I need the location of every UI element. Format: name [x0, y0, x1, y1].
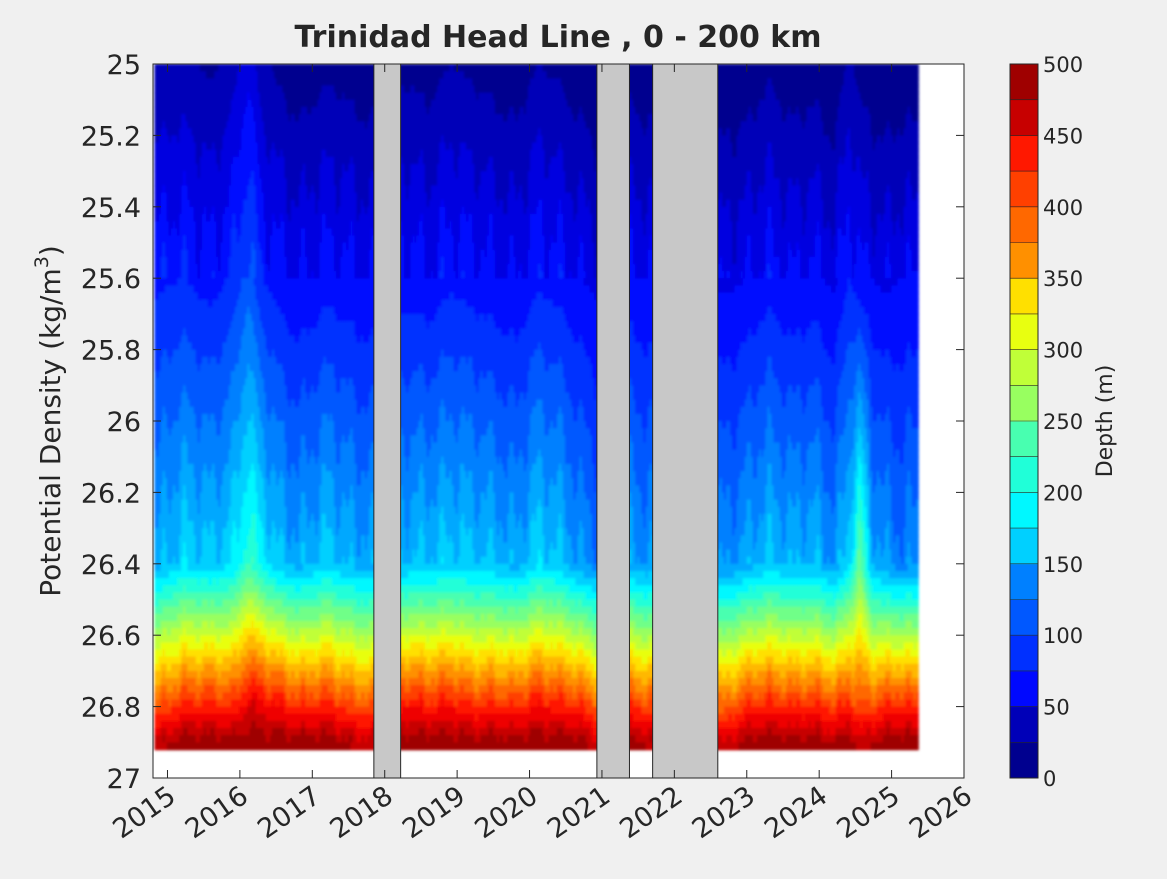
y-axis-label: Potential Density (kg/m3): [31, 245, 67, 597]
colorbar-segment: [1010, 278, 1038, 314]
y-tick-label: 26: [107, 407, 141, 438]
colorbar-tick-label: 250: [1043, 410, 1083, 434]
colorbar-tick-label: 200: [1043, 481, 1083, 505]
colorbar-segment: [1010, 207, 1038, 243]
colorbar-segment: [1010, 600, 1038, 636]
y-tick-label: 25.4: [81, 193, 141, 224]
colorbar-label: Depth (m): [1093, 365, 1118, 478]
y-tick-label: 25.8: [81, 336, 141, 367]
colorbar-tick-label: 400: [1043, 196, 1083, 220]
y-tick-label: 27: [107, 764, 141, 795]
no-data-region: [653, 64, 718, 778]
colorbar-tick-label: 0: [1043, 767, 1056, 791]
colorbar-segment: [1010, 707, 1038, 743]
y-tick-label: 25: [107, 50, 141, 81]
y-tick-label: 26.4: [81, 550, 141, 581]
y-tick-label: 25.6: [81, 264, 141, 295]
colorbar-segment: [1010, 350, 1038, 386]
chart-title: Trinidad Head Line , 0 - 200 km: [294, 20, 821, 55]
y-tick-label: 25.2: [81, 121, 141, 152]
colorbar-segment: [1010, 135, 1038, 171]
colorbar-tick-label: 100: [1043, 624, 1083, 648]
colorbar-segment: [1010, 243, 1038, 279]
colorbar-segment: [1010, 421, 1038, 457]
colorbar-tick-label: 300: [1043, 339, 1083, 363]
colorbar-segment: [1010, 492, 1038, 528]
colorbar-segment: [1010, 564, 1038, 600]
contour-fill: [154, 64, 918, 750]
y-tick-label: 26.8: [81, 693, 141, 724]
colorbar-segment: [1010, 385, 1038, 421]
colorbar-segment: [1010, 742, 1038, 778]
colorbar-segment: [1010, 100, 1038, 136]
no-data-region: [597, 64, 630, 778]
colorbar-tick-label: 50: [1043, 696, 1070, 720]
colorbar-segment: [1010, 457, 1038, 493]
y-tick-label: 26.6: [81, 621, 141, 652]
colorbar-tick-label: 500: [1043, 53, 1083, 77]
colorbar-segment: [1010, 671, 1038, 707]
colorbar-segment: [1010, 314, 1038, 350]
colorbar-segment: [1010, 64, 1038, 100]
colorbar-tick-label: 350: [1043, 267, 1083, 291]
y-tick-label: 26.2: [81, 478, 141, 509]
colorbar-segment: [1010, 171, 1038, 207]
no-data-region: [374, 64, 401, 778]
colorbar-tick-label: 150: [1043, 553, 1083, 577]
colorbar-tick-label: 450: [1043, 124, 1083, 148]
colorbar-segment: [1010, 635, 1038, 671]
colorbar-segment: [1010, 528, 1038, 564]
